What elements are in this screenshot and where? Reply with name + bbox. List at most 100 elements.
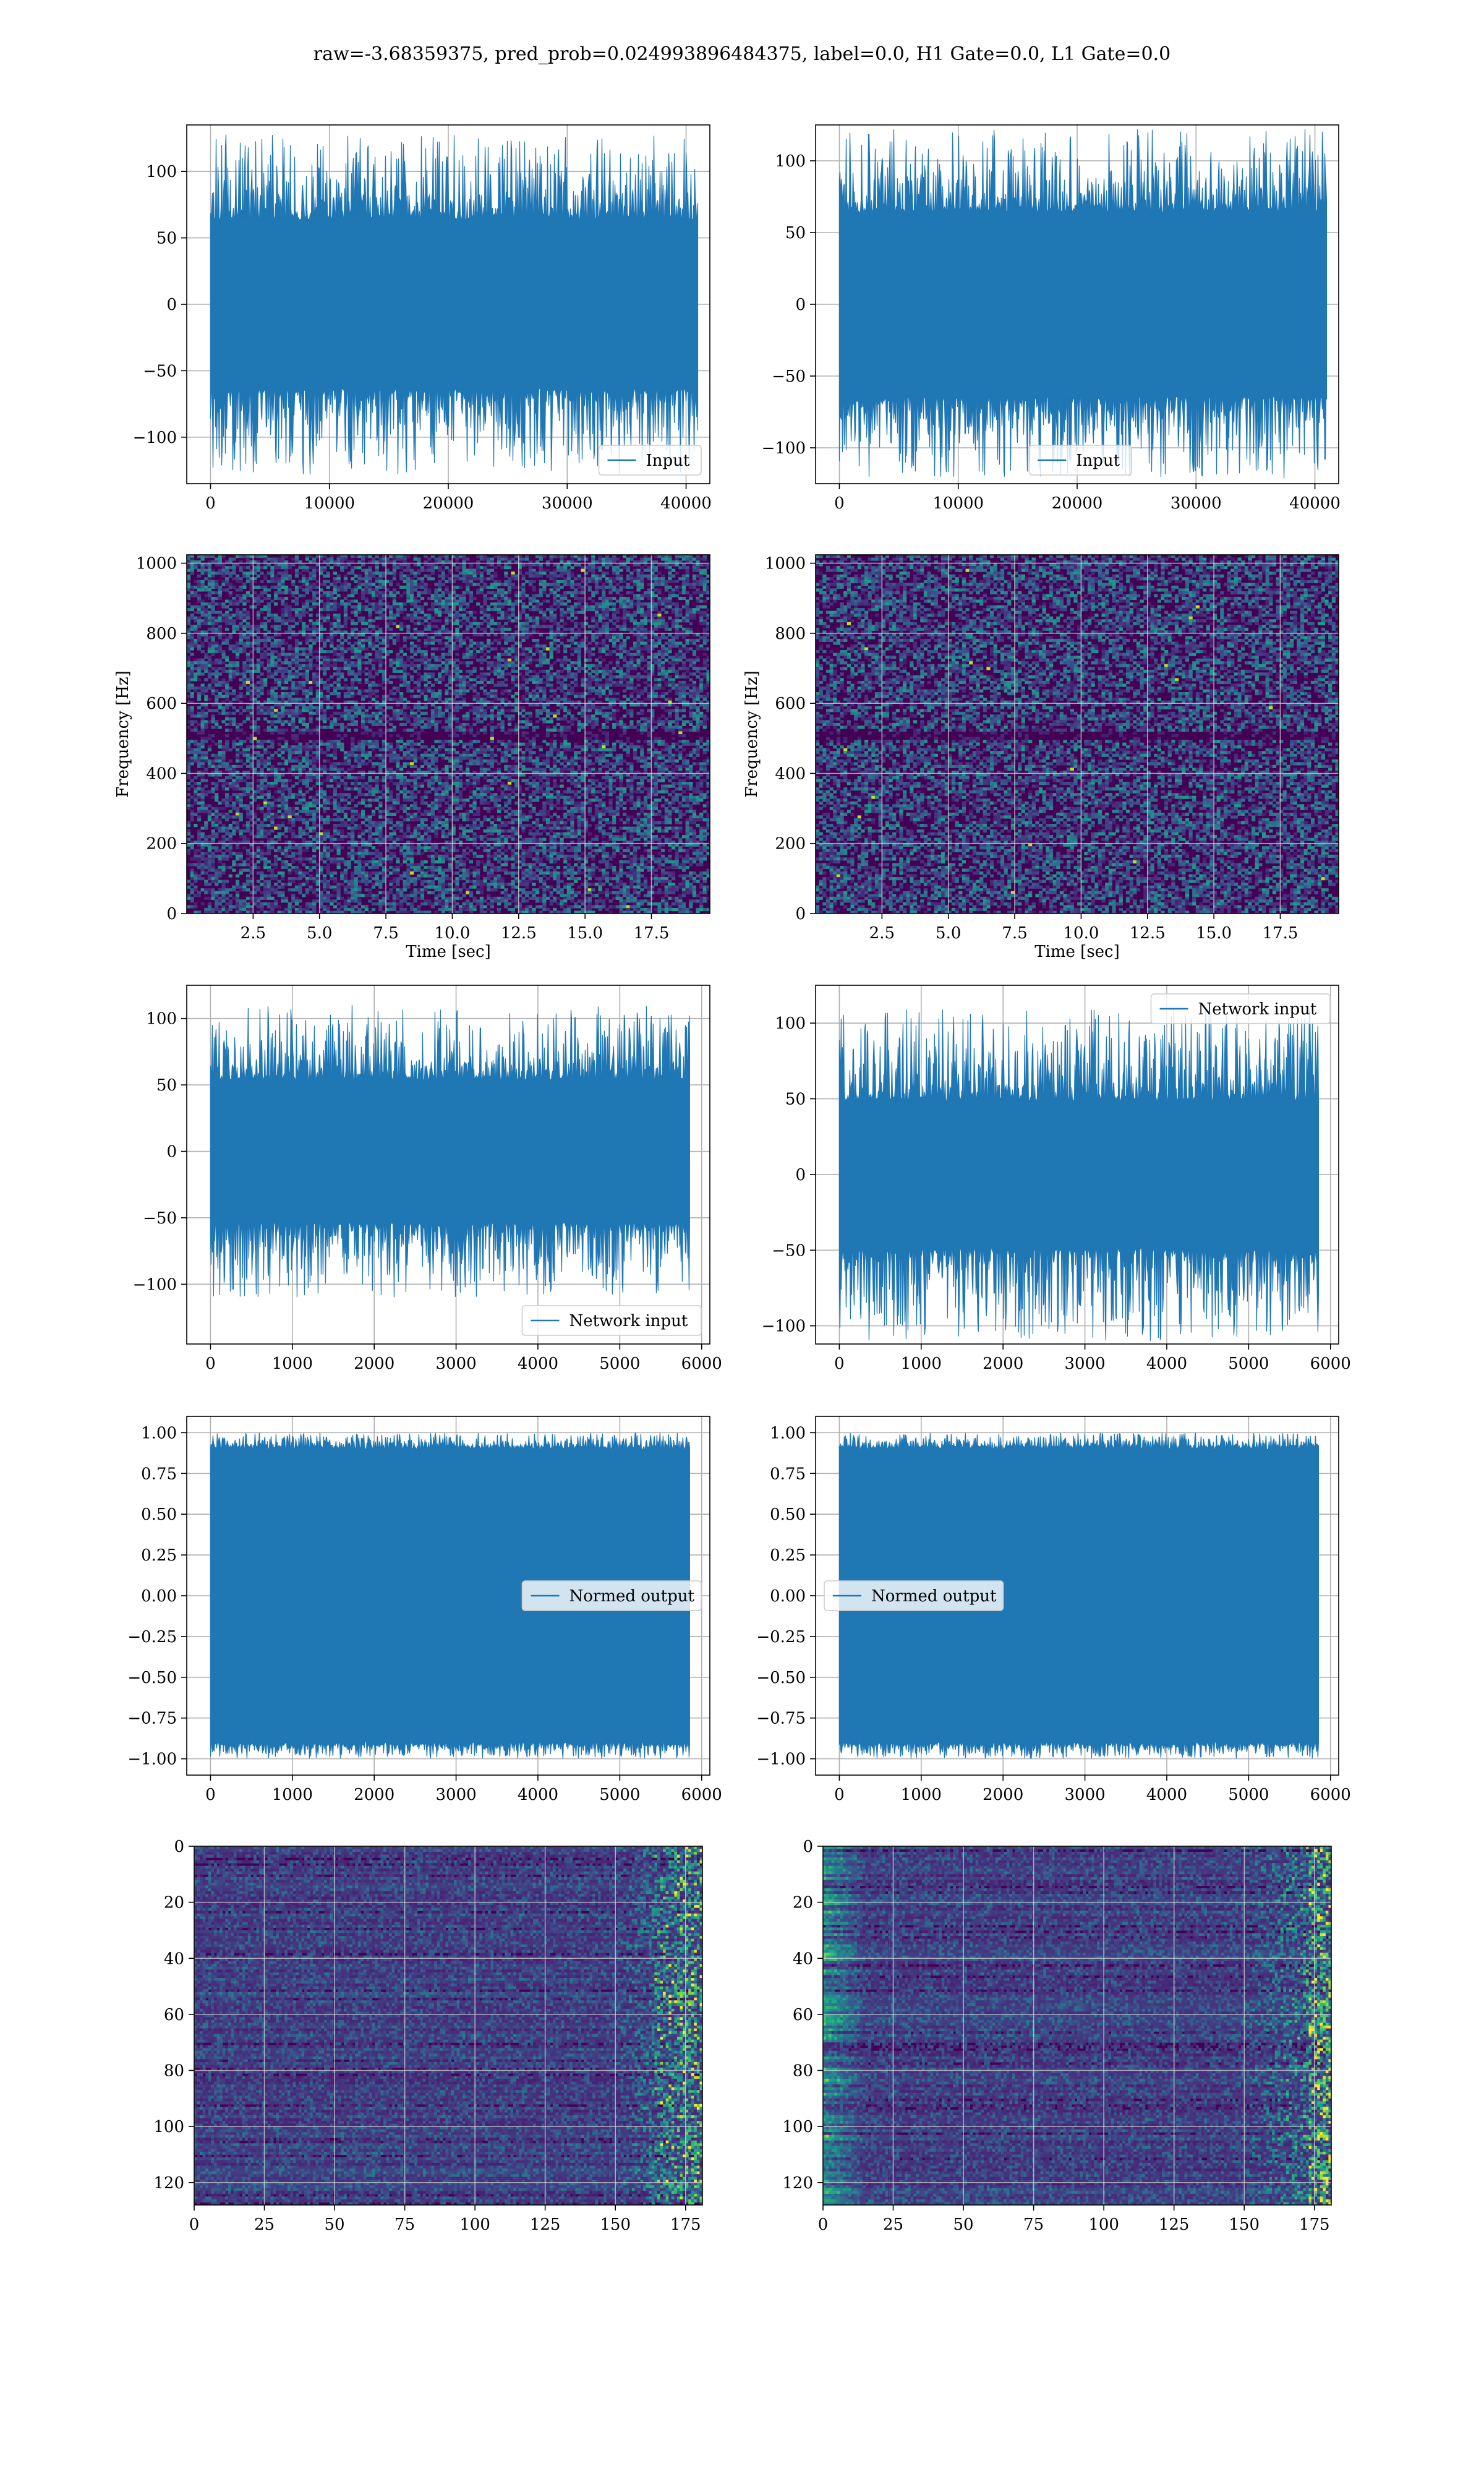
input-h1-xtick-label: 30000 — [542, 494, 593, 513]
spectrogram-h1-ytick-label: 400 — [146, 764, 177, 783]
feature-map-h1-xtick-label: 175 — [670, 2215, 701, 2234]
input-h1-legend-label: Input — [646, 452, 690, 470]
spectrogram-l1-ytick-label: 800 — [775, 625, 806, 643]
network-input-l1-xtick-label: 6000 — [1310, 1355, 1351, 1373]
feature-map-l1-ytick-label: 20 — [793, 1894, 813, 1912]
feature-map-h1-ytick-label: 100 — [153, 2118, 184, 2136]
spectrogram-l1-xtick-label: 12.5 — [1130, 924, 1166, 943]
input-l1-ytick-label: 100 — [775, 152, 806, 171]
normed-output-h1-ytick-label: −0.25 — [127, 1628, 177, 1646]
network-input-l1-xtick-label: 3000 — [1064, 1355, 1105, 1373]
spectrogram-h1-xtick-label: 5.0 — [307, 924, 332, 943]
input-l1-legend-label: Input — [1076, 452, 1120, 470]
normed-output-l1-xtick-label: 0 — [834, 1786, 845, 1804]
spectrogram-h1-plot-area — [187, 555, 710, 914]
input-h1-ytick-label: 50 — [156, 229, 177, 248]
network-input-l1-ytick-label: 100 — [775, 1014, 806, 1033]
input-h1-ytick-label: −100 — [133, 429, 177, 447]
spectrogram-h1-xlabel: Time [sec] — [406, 943, 491, 961]
spectrogram-h1-xtick-label: 17.5 — [634, 924, 670, 943]
input-h1-plot-area — [187, 125, 710, 484]
network-input-h1-xtick-label: 3000 — [435, 1355, 476, 1373]
normed-output-h1-ytick-label: 0.75 — [141, 1465, 177, 1483]
input-l1-legend: Input — [1029, 445, 1132, 475]
input-h1-ytick-label: 100 — [146, 163, 177, 181]
feature-map-l1-ytick-label: 100 — [782, 2118, 813, 2136]
normed-output-h1-ytick-label: −0.50 — [127, 1669, 177, 1687]
network-input-h1-xtick-label: 6000 — [681, 1355, 722, 1373]
normed-output-h1-xtick-label: 2000 — [354, 1786, 394, 1804]
feature-map-l1-xtick-label: 150 — [1229, 2215, 1260, 2234]
feature-map-l1-xtick-label: 125 — [1159, 2215, 1190, 2234]
input-h1-legend: Input — [599, 445, 702, 475]
spectrogram-h1-ytick-label: 0 — [166, 905, 177, 923]
input-l1-ytick-label: 0 — [795, 296, 806, 314]
network-input-h1-ytick-label: 0 — [166, 1143, 177, 1162]
feature-map-h1-xtick-label: 150 — [600, 2215, 631, 2234]
network-input-l1-ytick-label: 0 — [795, 1166, 806, 1184]
normed-output-h1-xtick-label: 3000 — [435, 1786, 476, 1804]
network-input-h1-ytick-label: −100 — [133, 1275, 177, 1294]
input-h1-xtick-label: 20000 — [423, 494, 474, 513]
normed-output-l1-ytick-label: 0.25 — [770, 1546, 806, 1565]
normed-output-h1-ytick-label: 1.00 — [141, 1424, 177, 1442]
input-h1-xtick-label: 0 — [205, 494, 216, 513]
network-input-l1-ytick-label: 50 — [785, 1090, 806, 1109]
normed-output-l1-xtick-label: 6000 — [1310, 1786, 1351, 1804]
network-input-h1-xtick-label: 4000 — [518, 1355, 558, 1373]
normed-output-h1-ytick-label: 0.50 — [141, 1505, 177, 1524]
feature-map-l1-plot-area — [823, 1846, 1332, 2206]
normed-output-h1-axes: 0 1000 2000 3000 4000 5000 6000−1.00−0.75−0.50… — [127, 1416, 722, 1804]
spectrogram-l1-xtick-label: 2.5 — [869, 924, 895, 943]
normed-output-l1-legend: Normed output — [824, 1581, 1004, 1611]
feature-map-l1-ytick-label: 60 — [793, 2006, 813, 2024]
feature-map-h1-ytick-label: 40 — [164, 1950, 184, 1968]
normed-output-l1-ytick-label: 0.00 — [770, 1587, 806, 1606]
input-l1-ytick-label: −100 — [762, 439, 806, 458]
spectrogram-h1-ytick-label: 1000 — [136, 555, 177, 573]
network-input-l1-legend: Network input — [1151, 994, 1331, 1024]
feature-map-h1-xtick-label: 0 — [189, 2215, 200, 2234]
input-l1-ytick-label: 50 — [785, 224, 806, 242]
feature-map-l1-xtick-label: 50 — [953, 2215, 974, 2234]
normed-output-h1-ytick-label: 0.00 — [141, 1587, 177, 1606]
feature-map-h1-ytick-label: 20 — [164, 1894, 184, 1912]
spectrogram-l1-ytick-label: 1000 — [765, 555, 806, 573]
feature-map-l1-xtick-label: 100 — [1088, 2215, 1119, 2234]
spectrogram-l1-xtick-label: 10.0 — [1063, 924, 1099, 943]
network-input-h1-xtick-label: 1000 — [272, 1355, 313, 1373]
network-input-l1-xtick-label: 0 — [834, 1355, 845, 1373]
normed-output-l1-axes: 0 1000 2000 3000 4000 5000 6000−1.00−0.75−0.50… — [756, 1416, 1351, 1804]
network-input-l1-ytick-label: −100 — [762, 1317, 806, 1336]
normed-output-l1-ytick-label: 0.50 — [770, 1505, 806, 1524]
input-h1-series-line — [211, 135, 698, 474]
feature-map-h1-xtick-label: 125 — [530, 2215, 561, 2234]
normed-output-h1-legend-label: Normed output — [569, 1587, 695, 1606]
feature-map-h1-xtick-label: 25 — [254, 2215, 275, 2234]
feature-map-l1-xtick-label: 25 — [883, 2215, 903, 2234]
input-l1-xtick-label: 0 — [834, 494, 845, 513]
input-l1-xtick-label: 30000 — [1171, 494, 1222, 513]
network-input-l1-axes: 0 1000 2000 3000 4000 5000 6000−100−50050100Ne… — [762, 985, 1351, 1373]
normed-output-h1-legend: Normed output — [522, 1581, 702, 1611]
spectrogram-l1-xtick-label: 15.0 — [1196, 924, 1232, 943]
network-input-l1-ytick-label: −50 — [772, 1241, 806, 1260]
normed-output-h1-xtick-label: 6000 — [681, 1786, 722, 1804]
spectrogram-h1-ytick-label: 200 — [146, 835, 177, 854]
normed-output-l1-ytick-label: 1.00 — [770, 1424, 806, 1442]
feature-map-h1-ytick-label: 60 — [164, 2006, 184, 2024]
normed-output-l1-xtick-label: 4000 — [1146, 1786, 1187, 1804]
feature-map-l1-ytick-label: 0 — [803, 1838, 813, 1856]
normed-output-l1-ytick-label: 0.75 — [770, 1465, 806, 1483]
feature-map-h1-xtick-label: 100 — [459, 2215, 490, 2234]
spectrogram-h1-xtick-label: 10.0 — [434, 924, 470, 943]
normed-output-l1-xtick-label: 1000 — [901, 1786, 942, 1804]
normed-output-h1-xtick-label: 0 — [205, 1786, 216, 1804]
normed-output-h1-xtick-label: 5000 — [599, 1786, 640, 1804]
feature-map-h1-xtick-label: 50 — [325, 2215, 345, 2234]
spectrogram-l1-ytick-label: 0 — [795, 905, 806, 923]
normed-output-l1-ytick-label: −0.50 — [756, 1669, 806, 1687]
normed-output-h1-xtick-label: 1000 — [272, 1786, 313, 1804]
network-input-l1-xtick-label: 2000 — [983, 1355, 1023, 1373]
feature-map-l1-xtick-label: 75 — [1023, 2215, 1044, 2234]
